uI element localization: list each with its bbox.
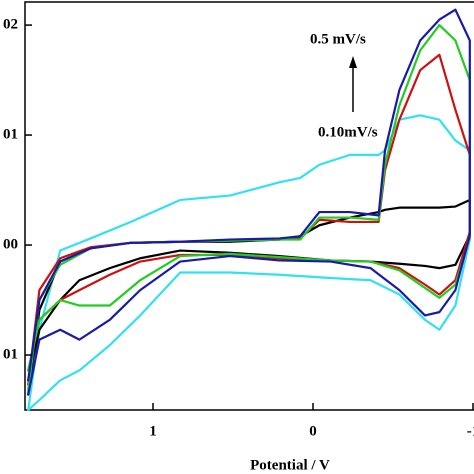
x-tick-label: -1 <box>467 423 474 439</box>
y-tick-label: 02 <box>3 17 18 33</box>
cv-curve <box>27 53 471 386</box>
curves <box>27 8 471 412</box>
arrow-head <box>349 56 357 68</box>
x-tick-label: 0 <box>309 423 317 439</box>
y-tick-label: 00 <box>3 236 18 252</box>
axes: 1 0 -1 02 01 00 01 <box>3 17 474 440</box>
plot-frame <box>24 1 474 411</box>
annotation: 0.10mV/s <box>318 124 378 140</box>
x-tick-label: 1 <box>149 423 157 439</box>
y-tick-label: 01 <box>3 346 18 362</box>
cv-curve <box>27 8 471 396</box>
annotation: 0.5 mV/s <box>310 31 366 47</box>
x-axis-label: Potential / V <box>250 457 330 473</box>
y-tick-label: 01 <box>3 127 18 143</box>
cv-curve <box>27 114 471 412</box>
